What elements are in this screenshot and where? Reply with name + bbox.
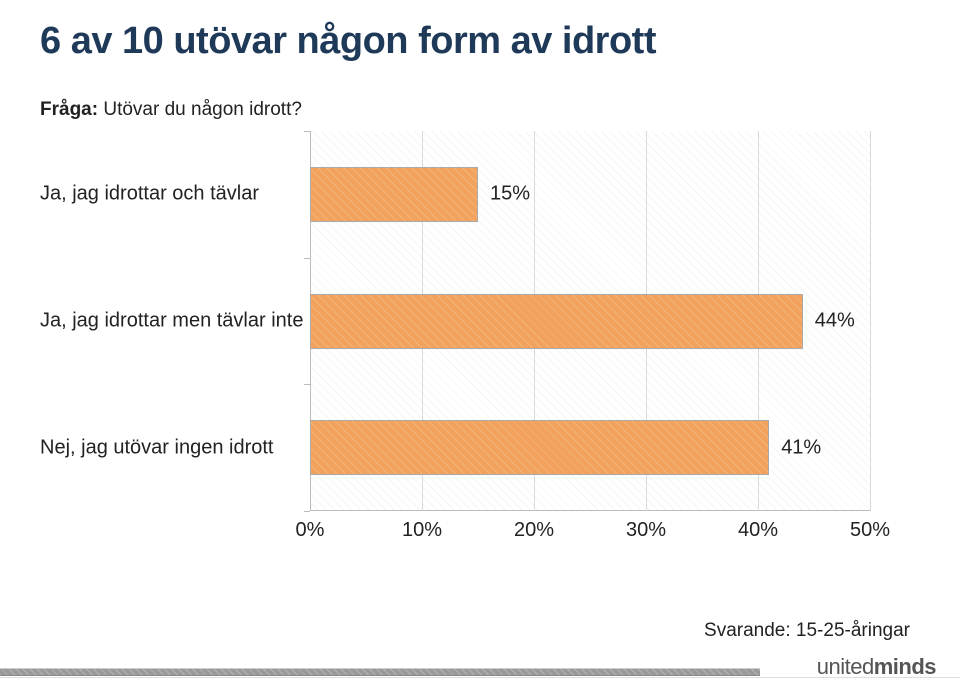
logo-part-1: united (817, 654, 874, 679)
bar-value-label: 15% (490, 183, 530, 206)
logo-part-2: minds (874, 654, 936, 679)
chart: 0%10%20%30%40%50%15%Ja, jag idrottar och… (140, 131, 900, 561)
x-axis (310, 510, 870, 511)
y-tick (304, 384, 310, 385)
slide: 6 av 10 utövar någon form av idrott Fråg… (0, 0, 960, 688)
question-prefix: Fråga: (40, 99, 98, 120)
y-tick (304, 511, 310, 512)
bar-value-label: 41% (781, 436, 821, 459)
brand-logo: unitedminds (817, 654, 936, 680)
x-tick-label: 20% (514, 519, 554, 542)
y-tick (304, 131, 310, 132)
x-tick-label: 10% (402, 519, 442, 542)
category-label: Nej, jag utövar ingen idrott (40, 436, 300, 459)
bar (310, 420, 769, 475)
gridline (870, 131, 871, 511)
bar (310, 294, 803, 349)
category-label: Ja, jag idrottar men tävlar inte (40, 310, 300, 333)
y-tick (304, 258, 310, 259)
bottom-accent-bar (0, 668, 760, 676)
question-line: Fråga: Utövar du någon idrott? (40, 99, 920, 121)
bar (310, 167, 478, 222)
category-label: Ja, jag idrottar och tävlar (40, 183, 300, 206)
x-tick-label: 40% (738, 519, 778, 542)
x-tick-label: 0% (296, 519, 325, 542)
x-tick-label: 50% (850, 519, 890, 542)
x-tick-label: 30% (626, 519, 666, 542)
question-text: Utövar du någon idrott? (103, 99, 302, 120)
respondents-note: Svarande: 15-25-åringar (704, 620, 910, 642)
bar-value-label: 44% (815, 310, 855, 333)
page-title: 6 av 10 utövar någon form av idrott (40, 20, 920, 63)
